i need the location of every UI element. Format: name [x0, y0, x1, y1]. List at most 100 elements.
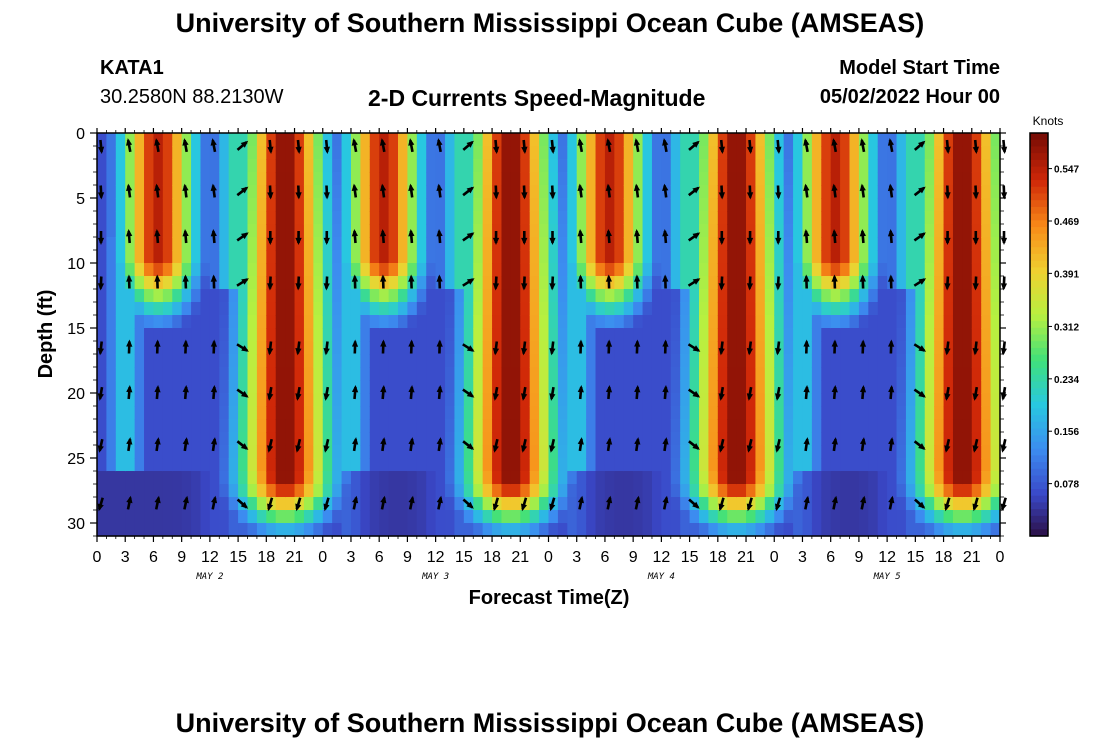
heatmap-cell — [774, 133, 785, 147]
current-vector — [972, 497, 979, 512]
heatmap-cell — [482, 393, 493, 407]
heatmap-cell — [350, 146, 361, 160]
heatmap-cell — [369, 523, 380, 537]
heatmap-cell — [153, 302, 164, 316]
heatmap-cell — [275, 471, 286, 485]
heatmap-cell — [811, 315, 822, 329]
heatmap-cell — [313, 458, 324, 472]
heatmap-cell — [623, 146, 634, 160]
heatmap-cell — [256, 250, 267, 264]
heatmap-cell — [952, 250, 963, 264]
heatmap-cell — [614, 380, 625, 394]
heatmap-cell — [840, 458, 851, 472]
heatmap-cell — [106, 484, 117, 498]
heatmap-cell — [971, 224, 982, 238]
heatmap-cell — [285, 341, 296, 355]
heatmap-cell — [661, 250, 672, 264]
heatmap-cell — [708, 458, 719, 472]
heatmap-cell — [764, 367, 775, 381]
colorbar-step — [1030, 334, 1048, 342]
heatmap-cell — [604, 133, 615, 147]
heatmap-cell — [341, 198, 352, 212]
heatmap-cell — [689, 211, 700, 225]
heatmap-cell — [492, 458, 503, 472]
heatmap-cell — [209, 445, 220, 459]
current-vector — [408, 138, 415, 153]
heatmap-cell — [125, 445, 136, 459]
heatmap-cell — [924, 393, 935, 407]
heatmap-cell — [473, 250, 484, 264]
heatmap-cell — [717, 393, 728, 407]
heatmap-cell — [811, 146, 822, 160]
current-vector — [1000, 276, 1008, 291]
heatmap-cell — [595, 224, 606, 238]
heatmap-cell — [821, 406, 832, 420]
heatmap-cell — [473, 172, 484, 186]
heatmap-cell — [689, 406, 700, 420]
current-vector — [462, 388, 475, 398]
heatmap-cell — [520, 471, 531, 485]
heatmap-cell — [651, 354, 662, 368]
heatmap-cell — [360, 198, 371, 212]
heatmap-cell — [162, 367, 173, 381]
heatmap-cell — [746, 159, 757, 173]
heatmap-cell — [520, 354, 531, 368]
heatmap-cell — [727, 471, 738, 485]
heatmap-cell — [97, 523, 108, 537]
heatmap-cell — [858, 406, 869, 420]
heatmap-cell — [962, 224, 973, 238]
heatmap-cell — [802, 484, 813, 498]
heatmap-cell — [548, 133, 559, 147]
heatmap-cell — [482, 432, 493, 446]
heatmap-cell — [360, 354, 371, 368]
heatmap-cell — [877, 393, 888, 407]
heatmap-cell — [868, 211, 879, 225]
heatmap-cell — [238, 471, 249, 485]
heatmap-cell — [764, 198, 775, 212]
current-vector — [267, 386, 274, 401]
current-vector — [887, 138, 894, 153]
current-vector — [775, 276, 782, 291]
heatmap-cell — [172, 185, 183, 199]
heatmap-cell — [228, 406, 239, 420]
current-vector — [182, 437, 189, 452]
heatmap-cell — [623, 406, 634, 420]
heatmap-cell — [228, 393, 239, 407]
heatmap-cell — [858, 510, 869, 524]
heatmap-cell — [840, 328, 851, 342]
heatmap-cell — [802, 471, 813, 485]
heatmap-cell — [962, 497, 973, 511]
heatmap-cell — [651, 380, 662, 394]
heatmap-cell — [454, 445, 465, 459]
heatmap-cell — [238, 458, 249, 472]
heatmap-cell — [755, 523, 766, 537]
heatmap-cell — [567, 289, 578, 303]
heatmap-cell — [228, 172, 239, 186]
heatmap-cell — [209, 211, 220, 225]
heatmap-cell — [990, 393, 1001, 407]
heatmap-cell — [642, 289, 653, 303]
heatmap-cell — [764, 302, 775, 316]
plot-title: 2-D Currents Speed-Magnitude — [368, 85, 706, 111]
y-tick-label: 0 — [76, 126, 85, 143]
heatmap-cell — [501, 380, 512, 394]
heatmap-cell — [774, 380, 785, 394]
heatmap-cell — [539, 393, 550, 407]
colorbar-step — [1030, 441, 1048, 450]
heatmap-cell — [529, 159, 540, 173]
heatmap-cell — [106, 159, 117, 173]
heatmap-cell — [924, 471, 935, 485]
heatmap-cell — [322, 159, 333, 173]
heatmap-cell — [238, 146, 249, 160]
heatmap-cell — [868, 133, 879, 147]
heatmap-cell — [492, 263, 503, 277]
heatmap-cell — [651, 198, 662, 212]
heatmap-cell — [952, 185, 963, 199]
heatmap-cell — [162, 406, 173, 420]
heatmap-cell — [905, 419, 916, 433]
heatmap-cell — [717, 172, 728, 186]
heatmap-cell — [962, 146, 973, 160]
heatmap-cell — [774, 484, 785, 498]
heatmap-cell — [285, 380, 296, 394]
heatmap-cell — [529, 354, 540, 368]
